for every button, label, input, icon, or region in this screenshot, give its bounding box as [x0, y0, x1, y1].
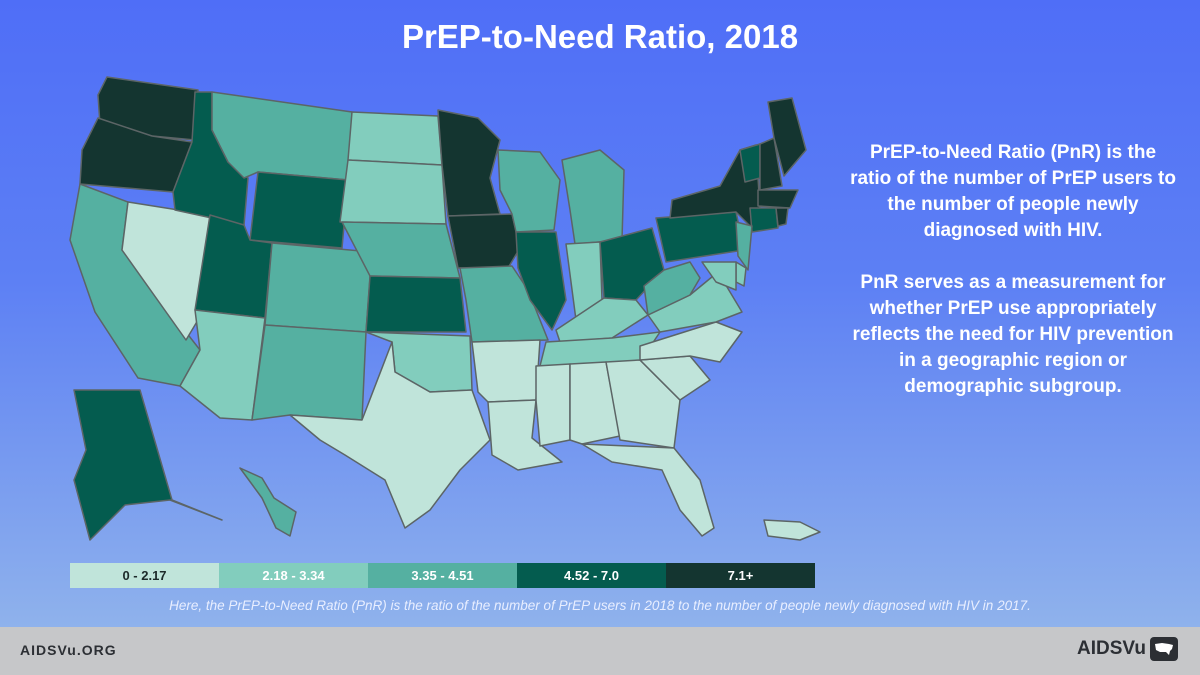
- state-co: [264, 242, 373, 333]
- us-choropleth-map: [69, 76, 821, 541]
- legend-label: 2.18 - 3.34: [262, 568, 325, 583]
- state-mn: [437, 109, 501, 217]
- state-nd: [347, 111, 443, 166]
- legend-label: 7.1+: [727, 568, 754, 583]
- state-nm: [251, 324, 367, 421]
- state-ma: [757, 189, 799, 209]
- footnote: Here, the PrEP-to-Need Ratio (PnR) is th…: [169, 598, 1031, 613]
- legend-label: 4.52 - 7.0: [564, 568, 619, 583]
- state-me: [767, 97, 807, 177]
- state-fl: [581, 443, 715, 537]
- state-il: [515, 231, 567, 331]
- state-ia: [447, 213, 521, 269]
- state-wy: [249, 171, 349, 249]
- legend-label: 0 - 2.17: [122, 568, 167, 583]
- state-pa: [655, 211, 745, 263]
- definition-text: PrEP-to-Need Ratio (PnR) is the ratio of…: [850, 142, 1176, 241]
- legend-item-3: 3.35 - 4.51: [368, 563, 517, 588]
- state-mi: [561, 149, 625, 245]
- legend-item-5: 7.1+: [666, 563, 815, 588]
- state-mo: [459, 265, 549, 343]
- state-nc: [639, 321, 743, 363]
- state-ar: [471, 339, 541, 403]
- state-al: [569, 361, 621, 445]
- state-sd: [339, 159, 447, 225]
- state-ks: [365, 275, 467, 333]
- aidsvu-logo: AIDSVu: [1077, 637, 1178, 661]
- state-wv: [643, 261, 701, 316]
- state-mt: [211, 91, 353, 181]
- us-map-logo-icon: [1150, 637, 1178, 661]
- state-hi: [239, 467, 297, 537]
- state-ak: [73, 389, 223, 541]
- state-ms: [535, 363, 571, 447]
- state-wi: [497, 149, 561, 233]
- state-tx: [289, 341, 491, 529]
- legend-label: 3.35 - 4.51: [411, 568, 474, 583]
- site-url-link[interactable]: AIDSVu.ORG: [20, 642, 117, 658]
- footer-bar: AIDSVu.ORG AIDSVu: [0, 627, 1200, 675]
- state-ri: [775, 207, 789, 227]
- legend-item-2: 2.18 - 3.34: [219, 563, 368, 588]
- state-ct: [749, 207, 779, 233]
- state-md: [701, 261, 737, 291]
- page-title: PrEP-to-Need Ratio, 2018: [401, 18, 799, 55]
- purpose-text: PnR serves as a measurement for whether …: [852, 272, 1174, 397]
- state-nh: [759, 137, 783, 191]
- logo-text: AIDSVu: [1077, 638, 1146, 659]
- legend: 0 - 2.17 2.18 - 3.34 3.35 - 4.51 4.52 - …: [70, 563, 815, 588]
- state-nj: [735, 221, 753, 271]
- legend-item-1: 0 - 2.17: [70, 563, 219, 588]
- legend-item-4: 4.52 - 7.0: [517, 563, 666, 588]
- sidebar-text: PrEP-to-Need Ratio (PnR) is the ratio of…: [848, 140, 1178, 426]
- state-pr: [763, 519, 821, 541]
